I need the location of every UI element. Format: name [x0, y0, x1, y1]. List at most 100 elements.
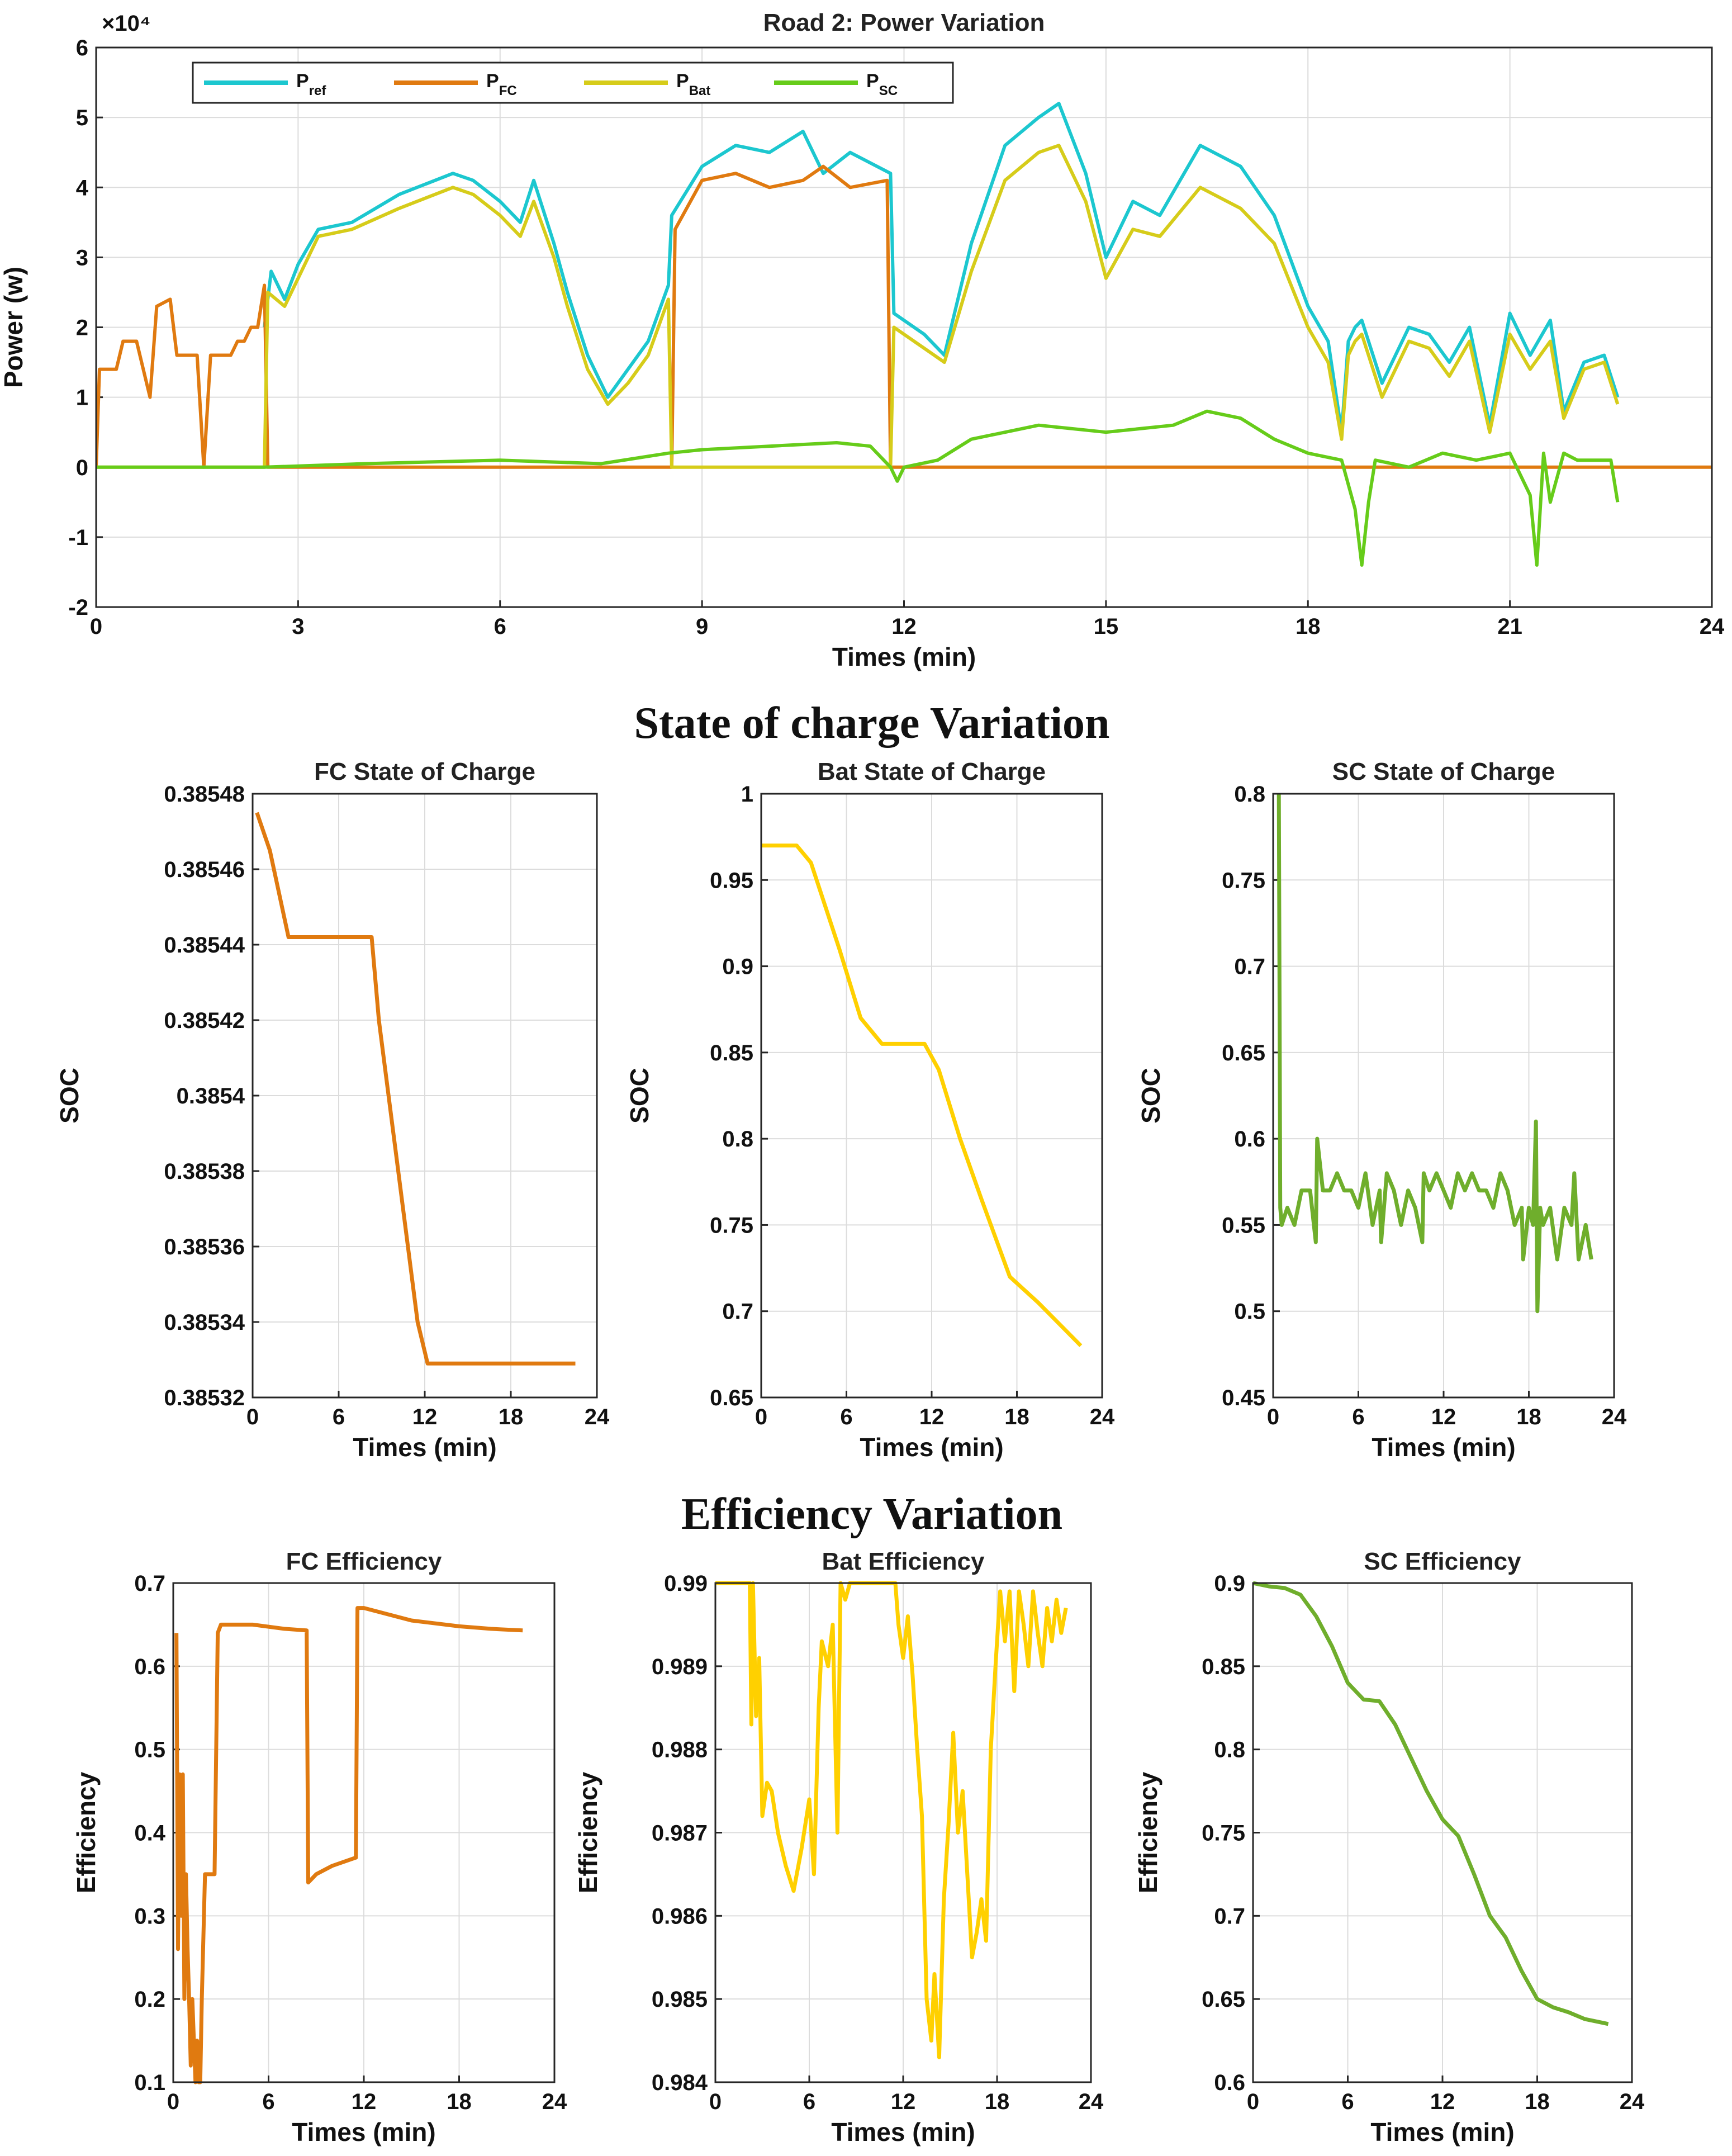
- fc_eff-chart: FC Efficiency 0 6 12 18 24 0.1 0.2 0.3 0.4 0.5 0.6 0…: [72, 1548, 567, 2146]
- power-ylabel: Power (w): [0, 267, 28, 388]
- sc_eff-ytick-label: 0.6: [1214, 2070, 1245, 2095]
- sc_eff-xtick-label: 6: [1341, 2089, 1354, 2114]
- bat_eff-ytick-label: 0.985: [652, 1987, 708, 2012]
- sc_eff-xtick-label: 0: [1247, 2089, 1259, 2114]
- fc_soc-xtick-label: 24: [585, 1405, 610, 1429]
- bat_eff-xtick-label: 18: [985, 2089, 1010, 2114]
- fc_soc-ylabel: SOC: [55, 1068, 84, 1124]
- fc_eff-ytick-label: 0.6: [134, 1655, 165, 1679]
- power-series-bat: [96, 144, 1620, 469]
- power-exponent-label: ×10⁴: [102, 11, 151, 36]
- bat_eff-xtick-label: 0: [709, 2089, 722, 2114]
- fc_soc-xtick-label: 12: [412, 1405, 438, 1429]
- sc_soc-ytick-label: 0.5: [1234, 1300, 1265, 1324]
- legend-sub-sc: SC: [879, 83, 898, 98]
- power-xtick-label: 18: [1296, 614, 1321, 639]
- power-ytick-label: 4: [76, 176, 89, 200]
- sc_soc-xlabel: Times (min): [1372, 1433, 1515, 1462]
- fc_eff-ylabel: Efficiency: [72, 1771, 101, 1893]
- sc_soc-xtick-label: 0: [1267, 1405, 1279, 1429]
- power-xtick-label: 3: [292, 614, 304, 639]
- bat_eff-xtick-label: 6: [803, 2089, 815, 2114]
- bat_soc-ytick-label: 0.85: [710, 1041, 753, 1065]
- sc_soc-ytick-label: 0.7: [1234, 955, 1265, 979]
- sc_eff-ylabel: Efficiency: [1133, 1771, 1162, 1893]
- bat_eff-ytick-label: 0.99: [664, 1571, 708, 1596]
- fc_soc-title: FC State of Charge: [314, 758, 535, 785]
- sc_soc-xtick-label: 24: [1602, 1405, 1627, 1429]
- bat_eff-ytick-label: 0.986: [652, 1904, 708, 1928]
- sc_soc-chart: SC State of Charge 0 6 12 18 24 0.45 0.5 0.55 0.6…: [1136, 758, 1627, 1462]
- bat_soc-xtick-label: 24: [1090, 1405, 1115, 1429]
- fc_soc-ytick-label: 0.38534: [164, 1310, 245, 1335]
- sc_eff-series-sc_eff: [1253, 1581, 1609, 2026]
- bat_soc-ytick-label: 0.95: [710, 868, 753, 893]
- fc_eff-ytick-label: 0.4: [134, 1821, 165, 1846]
- bat_soc-xtick-label: 6: [840, 1405, 852, 1429]
- power-ytick-label: 5: [76, 106, 88, 130]
- sc_eff-ytick-label: 0.65: [1202, 1987, 1245, 2012]
- sc_soc-xtick-label: 6: [1352, 1405, 1364, 1429]
- power-series-ref: [263, 102, 1620, 434]
- power-xlabel: Times (min): [832, 642, 976, 671]
- sc_soc-ytick-label: 0.75: [1222, 868, 1265, 893]
- bat_soc-series-bat_soc: [761, 844, 1083, 1347]
- power-frame: [95, 46, 1713, 608]
- fc_soc-xtick-label: 0: [246, 1405, 259, 1429]
- sc_soc-ytick-label: 0.45: [1222, 1386, 1265, 1410]
- bat_eff-title: Bat Efficiency: [822, 1548, 985, 1575]
- power-xtick-label: 21: [1497, 614, 1522, 639]
- legend-sub-ref: ref: [309, 83, 327, 98]
- fc_soc-xtick-label: 18: [499, 1405, 524, 1429]
- power-xtick-label: 15: [1094, 614, 1119, 639]
- power-ytick-label: -2: [68, 595, 88, 620]
- fc_soc-ytick-label: 0.38544: [164, 933, 245, 958]
- fc_eff-xtick-label: 12: [352, 2089, 377, 2114]
- sc_soc-frame: [1272, 793, 1615, 1399]
- power-ytick-label: 1: [76, 386, 88, 410]
- fc_eff-xtick-label: 24: [542, 2089, 567, 2114]
- sc_eff-xtick-label: 12: [1430, 2089, 1455, 2114]
- sc_eff-xtick-label: 18: [1525, 2089, 1550, 2114]
- bat_soc-chart: Bat State of Charge 0 6 12 18 24 0.65 0.7 0.75 0.…: [625, 758, 1115, 1462]
- legend-sub-fc: FC: [499, 83, 517, 98]
- sc_eff-chart: SC Efficiency 0 6 12 18 24 0.6 0.65 0.7 0.75 0.8 0.…: [1133, 1548, 1645, 2146]
- bat_eff-ylabel: Efficiency: [573, 1771, 602, 1893]
- fc_eff-ytick-label: 0.7: [134, 1571, 165, 1596]
- sc_eff-xlabel: Times (min): [1370, 2117, 1514, 2146]
- power-xtick-label: 0: [90, 614, 102, 639]
- bat_eff-xlabel: Times (min): [831, 2117, 975, 2146]
- sc_eff-frame: [1252, 1582, 1633, 2083]
- fc_eff-ytick-label: 0.2: [134, 1987, 165, 2012]
- bat_soc-ytick-label: 0.75: [710, 1213, 753, 1238]
- fc_eff-title: FC Efficiency: [286, 1548, 442, 1575]
- fc_eff-xtick-label: 6: [262, 2089, 274, 2114]
- power-xtick-label: 6: [494, 614, 506, 639]
- bat_soc-xtick-label: 12: [919, 1405, 945, 1429]
- fc_eff-ytick-label: 0.3: [134, 1904, 165, 1928]
- fc_soc-xtick-label: 6: [333, 1405, 345, 1429]
- bat_soc-frame: [760, 793, 1103, 1399]
- bat_soc-xtick-label: 18: [1004, 1405, 1029, 1429]
- bat_eff-xtick-label: 24: [1079, 2089, 1104, 2114]
- sc_eff-title: SC Efficiency: [1364, 1548, 1521, 1575]
- sc_soc-ytick-label: 0.55: [1222, 1213, 1265, 1238]
- sc_eff-ytick-label: 0.9: [1214, 1571, 1245, 1596]
- sc_soc-ytick-label: 0.6: [1234, 1127, 1265, 1152]
- bat_eff-ytick-label: 0.988: [652, 1738, 708, 1762]
- power-title: Road 2: Power Variation: [763, 9, 1045, 36]
- fc_soc-series-fc_soc: [255, 812, 576, 1366]
- sc_soc-ytick-label: 0.8: [1234, 782, 1265, 807]
- fc_soc-frame: [252, 793, 598, 1399]
- bat_soc-title: Bat State of Charge: [818, 758, 1046, 785]
- fc_soc-ytick-label: 0.3854: [177, 1084, 245, 1108]
- power-series-sc: [96, 409, 1620, 567]
- power-series-fc: [96, 164, 1712, 469]
- bat_eff-ytick-label: 0.984: [652, 2070, 708, 2095]
- fc_soc-ytick-label: 0.38546: [164, 857, 245, 882]
- bat_soc-ylabel: SOC: [625, 1068, 654, 1124]
- bat_soc-ytick-label: 0.7: [722, 1300, 753, 1324]
- sc_eff-xtick-label: 24: [1620, 2089, 1645, 2114]
